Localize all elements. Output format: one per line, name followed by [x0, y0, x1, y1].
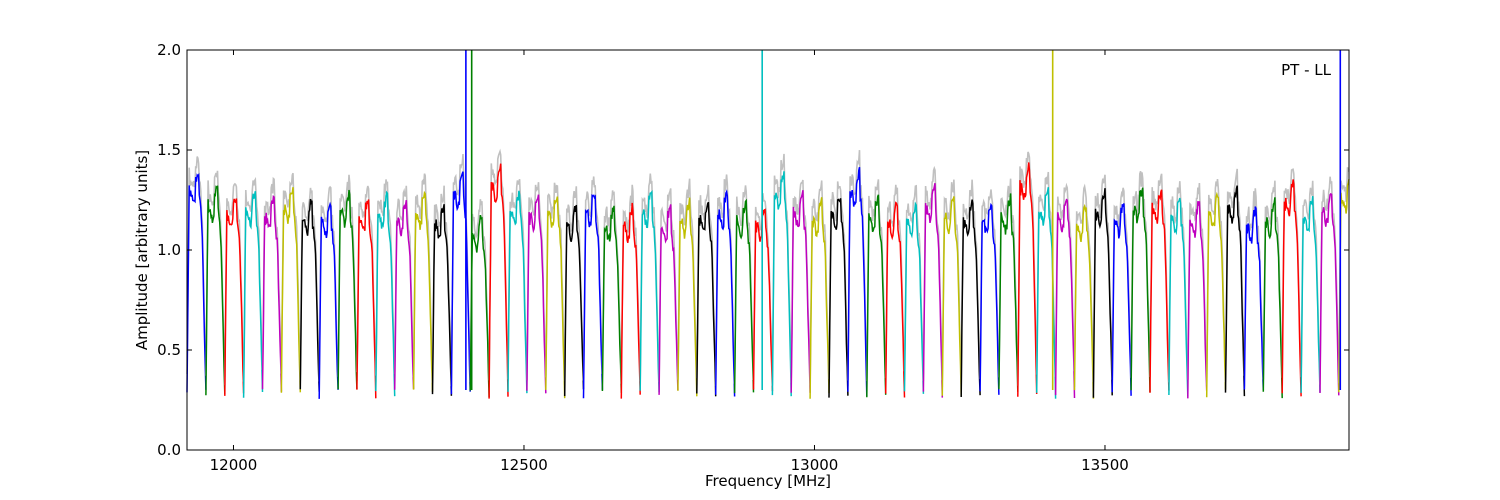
spectrum-band-27 — [696, 201, 717, 397]
spectrum-band-33 — [809, 197, 830, 399]
x-tick-label: 12500 — [500, 456, 548, 474]
spectrum-band-32 — [790, 190, 811, 393]
spectrum-band-40 — [941, 196, 962, 397]
spectrum-band-58 — [1281, 179, 1302, 397]
spectrum-band-7 — [318, 201, 339, 399]
spectrum-band-37 — [884, 201, 906, 398]
spectrum-band-17 — [507, 190, 528, 394]
spectrum-band-13 — [431, 204, 453, 396]
spectrum-band-16 — [488, 163, 509, 399]
spectrum-band-36 — [866, 194, 887, 398]
spectrum-band-21 — [582, 193, 604, 399]
spectrum-band-5 — [280, 187, 302, 393]
spectrum-band-24 — [639, 189, 660, 393]
spectrum-band-6 — [299, 198, 320, 392]
spectrum-band-51 — [1149, 189, 1170, 393]
spectrum-band-15 — [469, 214, 490, 398]
spectrum-band-38 — [903, 201, 925, 394]
spectrum-band-55 — [1224, 185, 1246, 397]
y-tick-label: 0.0 — [157, 441, 181, 459]
x-tick-label: 13000 — [791, 456, 839, 474]
spectrum-band-46 — [1054, 198, 1076, 399]
spectrum-band-18 — [526, 194, 547, 394]
spectrum-band-0 — [186, 172, 207, 393]
spectrum-band-48 — [1092, 188, 1113, 398]
spectrum-band-8 — [337, 189, 358, 390]
spectrum-band-10 — [375, 190, 396, 397]
spectrum-band-47 — [1073, 203, 1095, 399]
spectrum-band-14 — [450, 171, 471, 395]
spectrum-band-42 — [979, 202, 1000, 395]
spectrum-band-44 — [1017, 162, 1038, 397]
spectrum-band-3 — [242, 191, 264, 398]
spectrum-band-9 — [356, 199, 377, 399]
spectrum-band-59 — [1300, 196, 1321, 393]
spectrum-band-52 — [1168, 197, 1189, 397]
spectrum-band-26 — [677, 197, 698, 397]
spectrum-band-60 — [1319, 192, 1340, 396]
x-tick-label: 13500 — [1081, 456, 1129, 474]
spectrum-band-34 — [828, 198, 849, 398]
spectrum-band-29 — [733, 198, 755, 394]
spectrum-band-20 — [563, 204, 585, 397]
spectrum-band-31 — [771, 171, 792, 397]
spectrum-band-11 — [393, 199, 415, 390]
spectrum-band-23 — [620, 202, 641, 399]
y-tick-label: 2.0 — [157, 41, 181, 59]
spectrum-band-4 — [261, 194, 283, 392]
spectrum-band-28 — [714, 189, 736, 397]
spectrum-band-2 — [224, 198, 245, 396]
y-tick-label: 0.5 — [157, 341, 181, 359]
spectrum-band-53 — [1187, 201, 1208, 399]
spectrum-band-49 — [1111, 203, 1132, 396]
spectrum-band-12 — [412, 190, 434, 392]
spectrum-band-19 — [545, 196, 566, 399]
spectrum-band-22 — [601, 205, 623, 393]
spike-layer — [465, 50, 1342, 390]
spectrum-band-43 — [998, 193, 1019, 392]
spectrum-band-35 — [847, 167, 868, 397]
spectrum-band-57 — [1262, 197, 1283, 399]
spectrum-band-1 — [205, 185, 226, 396]
spectrum-band-25 — [658, 204, 679, 395]
y-tick-label: 1.0 — [157, 241, 181, 259]
series-layer — [186, 148, 1350, 399]
spectrum-band-54 — [1205, 191, 1227, 398]
spectrum-band-39 — [922, 183, 944, 398]
spectrum-band-41 — [960, 199, 981, 398]
chart-annotation: PT - LL — [1281, 61, 1332, 79]
y-axis-label: Amplitude [arbitrary units] — [133, 150, 151, 350]
tick-layer: 12000 12500 13000 13500 0.0 0.5 1.0 1.5 2.0 — [157, 41, 1349, 474]
x-tick-label: 12000 — [210, 456, 258, 474]
spectrum-band-56 — [1243, 206, 1265, 390]
y-tick-label: 1.5 — [157, 141, 181, 159]
spectrum-band-50 — [1130, 187, 1151, 393]
x-axis-label: Frequency [MHz] — [705, 472, 831, 490]
